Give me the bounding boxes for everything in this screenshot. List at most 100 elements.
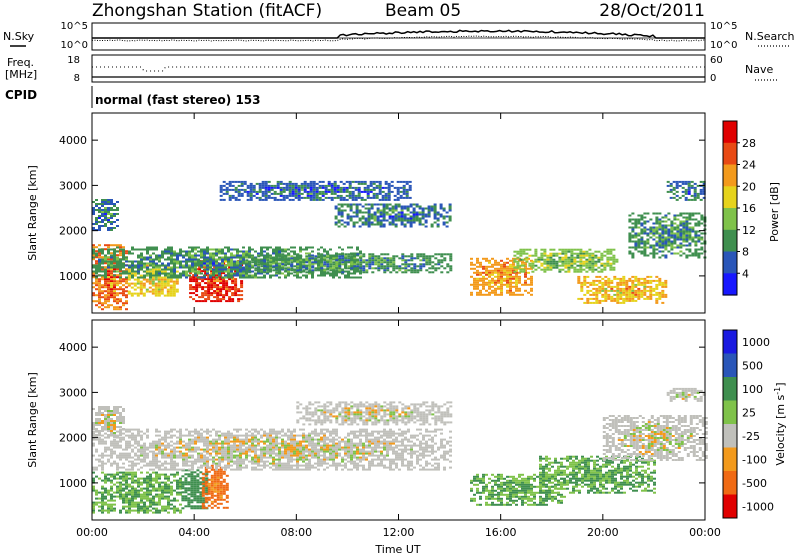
power-cell (272, 257, 276, 260)
power-cell (294, 184, 298, 187)
power-cell (586, 281, 590, 284)
velocity-cell (131, 497, 134, 500)
power-cell (339, 196, 343, 199)
power-cell (600, 270, 604, 273)
power-cell (216, 280, 220, 283)
power-cell (368, 259, 372, 262)
power-cell (610, 289, 614, 292)
power-cell (384, 196, 388, 199)
power-cell (643, 216, 647, 219)
power-cell (172, 292, 176, 295)
power-cell (219, 286, 223, 289)
power-cell (494, 259, 497, 262)
power-cell (479, 261, 482, 264)
power-cell (670, 234, 674, 237)
power-cell (383, 267, 387, 270)
velocity-cell (110, 487, 113, 490)
velocity-cell (107, 473, 110, 476)
power-cell (201, 278, 205, 281)
power-cell (131, 260, 134, 263)
velocity-cell (125, 505, 128, 508)
power-cell (119, 244, 122, 247)
power-cell (582, 254, 586, 257)
power-cell (370, 203, 374, 206)
power-cell (206, 248, 209, 251)
power-cell (233, 256, 236, 259)
power-cell (549, 268, 553, 271)
power-cell (249, 188, 253, 191)
power-cell (610, 295, 614, 298)
power-cell (306, 192, 310, 195)
power-cell (696, 194, 700, 197)
power-cell (353, 259, 357, 262)
power-cell (672, 192, 676, 195)
velocity-cell (128, 477, 131, 480)
power-cell (116, 302, 119, 305)
power-cell (339, 188, 343, 191)
power-cell (172, 284, 176, 287)
velocity-cell (128, 497, 131, 500)
velocity-cell (119, 481, 122, 484)
power-cell (682, 232, 686, 235)
power-cell (362, 265, 366, 268)
power-cell (349, 203, 353, 206)
station-title: Zhongshan Station (fitACF) (92, 1, 322, 21)
power-cell (589, 281, 593, 284)
power-cell (92, 276, 95, 279)
power-cell (257, 261, 261, 264)
power-cell (415, 205, 419, 208)
power-cell (320, 264, 323, 267)
power-cell (291, 190, 295, 193)
power-cell (151, 270, 155, 273)
power-cell (485, 293, 488, 296)
power-cell (482, 265, 485, 268)
power-cell (179, 252, 182, 255)
power-cell (425, 269, 429, 272)
power-cell (664, 279, 668, 282)
power-cell (377, 265, 381, 268)
power-cell (446, 263, 450, 266)
power-cell (146, 246, 149, 249)
power-cell (406, 209, 410, 212)
power-cell (655, 301, 659, 304)
velocity-cell (131, 487, 134, 490)
power-cell (227, 274, 230, 277)
velocity-cell (213, 504, 217, 507)
power-cell (491, 279, 494, 282)
velocity-cell (219, 476, 223, 479)
power-cell (519, 268, 523, 271)
power-cell (497, 267, 500, 270)
power-cell (693, 198, 697, 201)
power-cell (329, 259, 333, 262)
velocity-cell (193, 477, 197, 480)
power-cell (421, 217, 425, 220)
velocity-cell (173, 497, 176, 500)
power-cell (288, 182, 292, 185)
power-cell (151, 280, 155, 283)
velocity-cell (134, 495, 137, 498)
power-cell (412, 221, 416, 224)
power-cell (281, 257, 285, 260)
power-cell (104, 217, 107, 219)
power-cell (228, 266, 232, 269)
velocity-cell (116, 434, 119, 437)
velocity-cell (143, 495, 146, 498)
power-cell (242, 246, 245, 249)
power-cell (107, 284, 110, 287)
power-cell (170, 270, 173, 273)
power-cell (598, 285, 602, 288)
power-cell (158, 272, 161, 275)
power-cell (234, 198, 238, 201)
power-cell (136, 280, 140, 283)
power-cell (198, 296, 202, 299)
power-cell (588, 256, 592, 259)
power-cell (242, 270, 245, 273)
power-cell (245, 265, 249, 268)
power-cell (640, 252, 644, 255)
power-cell (346, 223, 350, 226)
power-cell (330, 192, 334, 195)
power-cell (356, 248, 359, 251)
power-cell (239, 272, 242, 275)
power-cell (249, 190, 253, 193)
power-cell (239, 254, 242, 257)
